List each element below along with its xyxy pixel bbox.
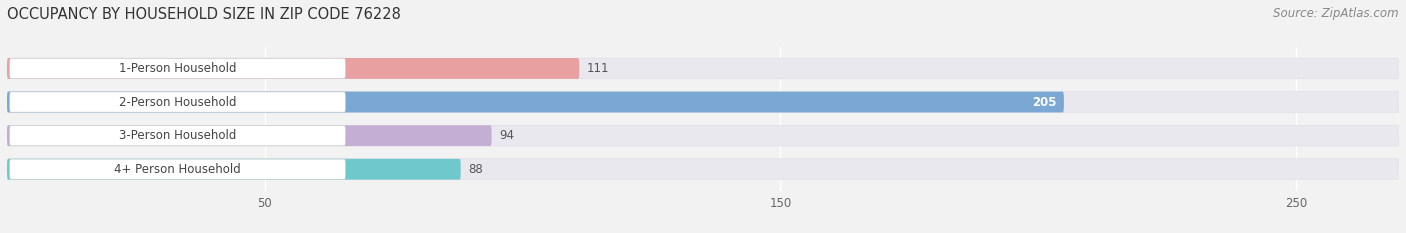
Text: Source: ZipAtlas.com: Source: ZipAtlas.com: [1274, 7, 1399, 20]
FancyBboxPatch shape: [7, 58, 1399, 79]
FancyBboxPatch shape: [7, 125, 492, 146]
Text: 205: 205: [1032, 96, 1056, 109]
FancyBboxPatch shape: [10, 58, 346, 79]
Text: 94: 94: [499, 129, 515, 142]
FancyBboxPatch shape: [10, 126, 346, 146]
Text: 1-Person Household: 1-Person Household: [118, 62, 236, 75]
FancyBboxPatch shape: [7, 159, 461, 180]
FancyBboxPatch shape: [7, 159, 1399, 180]
Text: 111: 111: [588, 62, 610, 75]
Text: 2-Person Household: 2-Person Household: [118, 96, 236, 109]
Text: 4+ Person Household: 4+ Person Household: [114, 163, 240, 176]
FancyBboxPatch shape: [7, 92, 1064, 113]
Text: 88: 88: [468, 163, 484, 176]
FancyBboxPatch shape: [7, 125, 1399, 146]
FancyBboxPatch shape: [10, 92, 346, 112]
FancyBboxPatch shape: [10, 159, 346, 179]
Text: 3-Person Household: 3-Person Household: [120, 129, 236, 142]
FancyBboxPatch shape: [7, 92, 1399, 113]
Text: OCCUPANCY BY HOUSEHOLD SIZE IN ZIP CODE 76228: OCCUPANCY BY HOUSEHOLD SIZE IN ZIP CODE …: [7, 7, 401, 22]
FancyBboxPatch shape: [7, 58, 579, 79]
